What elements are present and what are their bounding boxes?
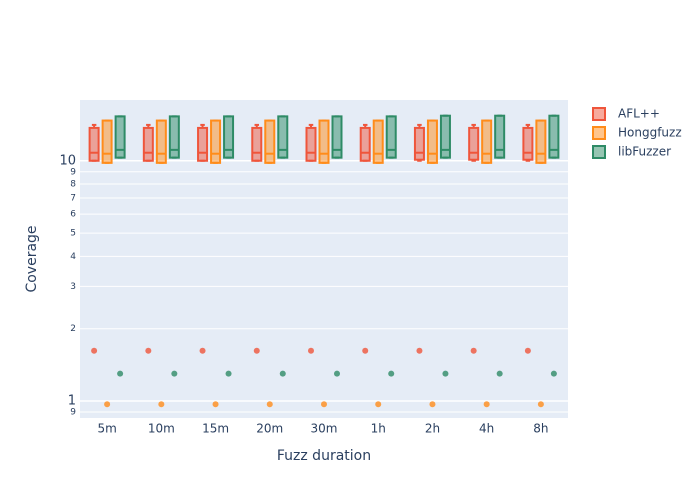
outlier (483, 401, 490, 408)
box (210, 119, 222, 164)
y-tick-label: 4 (70, 252, 76, 262)
box (372, 119, 384, 164)
outlier (171, 370, 178, 377)
box (413, 126, 425, 161)
x-tick-label: 20m (256, 422, 283, 436)
x-tick-label: 4h (479, 422, 494, 436)
legend-swatch (592, 107, 606, 121)
x-tick-label: 30m (311, 422, 338, 436)
box (88, 126, 100, 162)
outlier (496, 370, 503, 377)
box (277, 115, 289, 159)
outlier (524, 347, 531, 354)
legend-swatch (592, 145, 606, 159)
box (223, 115, 235, 159)
box (264, 119, 276, 164)
box (439, 114, 451, 159)
outlier (429, 401, 436, 408)
outlier (266, 401, 273, 408)
box (385, 115, 397, 159)
y-tick-label: 5 (70, 229, 76, 239)
x-tick-label: 8h (533, 422, 548, 436)
outlier (321, 401, 327, 408)
box (522, 126, 534, 161)
x-axis-title: Fuzz duration (277, 448, 371, 464)
box (535, 119, 547, 164)
outlier (253, 347, 260, 354)
y-tick-label: 9 (70, 167, 76, 177)
x-tick-label: 5m (97, 422, 116, 436)
y-tick-label: 6 (70, 210, 76, 220)
outlier (225, 370, 232, 377)
outlier (158, 401, 165, 408)
box (359, 126, 371, 162)
outlier (388, 370, 395, 377)
outlier (362, 347, 369, 354)
x-tick-label: 1h (371, 422, 386, 436)
outlier (470, 347, 477, 354)
outlier (537, 401, 544, 408)
legend-label: Honggfuzz (618, 126, 682, 140)
outlier (279, 370, 286, 377)
box (168, 115, 180, 159)
y-tick-label: 8 (70, 180, 76, 190)
outlier (117, 370, 124, 377)
x-tick-label: 15m (202, 422, 229, 436)
box (142, 126, 154, 162)
box (481, 119, 493, 164)
y-tick-label: 3 (70, 282, 76, 292)
box (468, 126, 480, 161)
x-tick-label: 2h (425, 422, 440, 436)
box (548, 114, 560, 159)
x-tick-label: 10m (148, 422, 175, 436)
legend-label: libFuzzer (618, 145, 671, 159)
y-axis-title: Coverage (24, 225, 40, 292)
outlier (416, 347, 423, 354)
outlier (334, 370, 340, 377)
outlier (145, 347, 152, 354)
box (426, 119, 438, 164)
outlier (104, 401, 111, 408)
outlier (550, 370, 557, 377)
box (305, 126, 317, 162)
outlier (442, 370, 449, 377)
y-tick-label: 2 (70, 324, 76, 334)
y-tick-label: 7 (70, 193, 76, 203)
box (197, 126, 209, 162)
outlier (375, 401, 382, 408)
legend-label: AFL++ (618, 107, 660, 121)
legend-swatch (592, 126, 606, 140)
y-tick-label: 10 (59, 153, 76, 168)
box (494, 114, 506, 159)
y-tick-label: 9 (70, 408, 76, 418)
box (101, 119, 113, 164)
outlier (212, 401, 219, 408)
outlier (199, 347, 206, 354)
box (155, 119, 167, 164)
box (318, 119, 330, 164)
y-tick-label: 1 (68, 394, 76, 409)
outlier (308, 347, 314, 354)
box (251, 126, 263, 162)
outlier (91, 347, 98, 354)
box (331, 115, 343, 159)
box (114, 115, 126, 159)
